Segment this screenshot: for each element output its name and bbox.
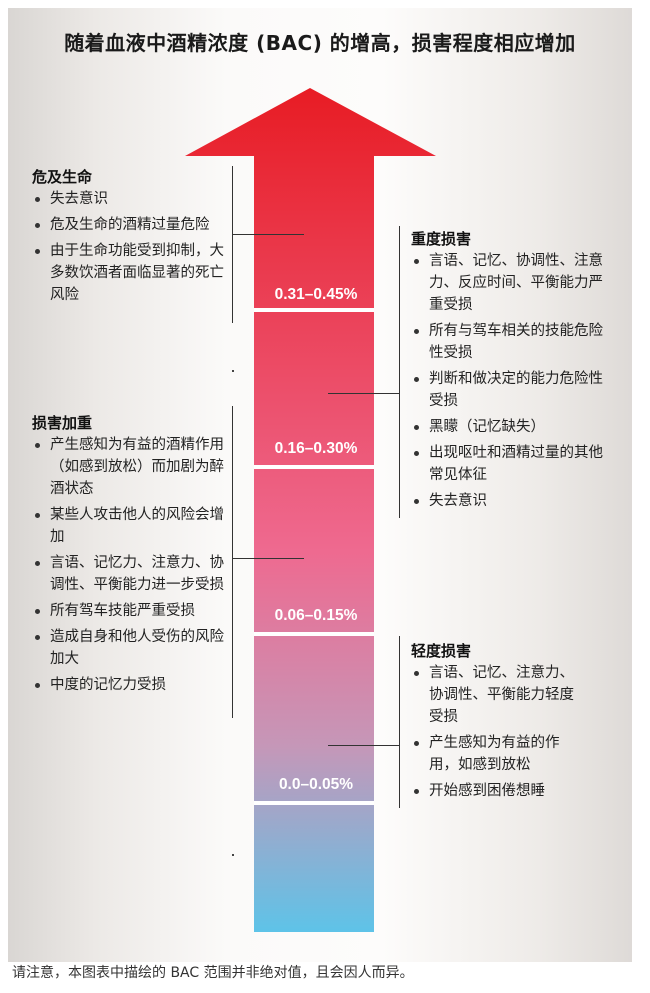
list-item: 由于生命功能受到抑制，大多数饮酒者面临显著的死亡风险 xyxy=(32,240,228,306)
connector-line xyxy=(232,234,304,235)
list-item: 产生感知为有益的作用，如感到放松 xyxy=(411,732,583,776)
list-item: 言语、记忆力、注意力、协调性、平衡能力进一步受损 xyxy=(32,552,228,596)
arrow-shape xyxy=(185,88,436,932)
band-separator xyxy=(254,308,374,312)
list-item: 黑矇（记忆缺失） xyxy=(411,416,603,438)
band-label-0.06-0.15: 0.06–0.15% xyxy=(274,607,358,624)
connector-line xyxy=(328,745,399,746)
band-label-0.0-0.05: 0.0–0.05% xyxy=(278,776,354,793)
list-item: 中度的记忆力受损 xyxy=(32,674,228,696)
group-heading: 重度损害 xyxy=(411,230,472,248)
diagram-panel: 随着血液中酒精浓度 (BAC) 的增高，损害程度相应增加 0.31–0.45% … xyxy=(8,8,632,962)
list-item: 造成自身和他人受伤的风险加大 xyxy=(32,626,228,670)
diagram-title: 随着血液中酒精浓度 (BAC) 的增高，损害程度相应增加 xyxy=(64,31,576,55)
group-list: 言语、记忆、协调性、注意力、反应时间、平衡能力严重受损 所有与驾车相关的技能危险… xyxy=(411,250,603,512)
list-item: 言语、记忆、协调性、注意力、反应时间、平衡能力严重受损 xyxy=(411,250,603,316)
list-item: 某些人攻击他人的风险会增加 xyxy=(32,504,228,548)
list-item: 失去意识 xyxy=(411,490,603,512)
connector-line xyxy=(328,393,399,394)
connector-line xyxy=(232,558,304,559)
list-item: 产生感知为有益的酒精作用（如感到放松）而加剧为醉酒状态 xyxy=(32,434,228,500)
group-list: 产生感知为有益的酒精作用（如感到放松）而加剧为醉酒状态 某些人攻击他人的风险会增… xyxy=(32,434,228,696)
group-life-threatening: 危及生命 失去意识 危及生命的酒精过量危险 由于生命功能受到抑制，大多数饮酒者面… xyxy=(32,166,228,310)
bac-arrow xyxy=(185,88,436,932)
list-item: 失去意识 xyxy=(32,188,228,210)
bracket-line xyxy=(232,166,233,323)
list-item: 危及生命的酒精过量危险 xyxy=(32,214,228,236)
group-heading: 轻度损害 xyxy=(411,642,472,660)
list-item: 所有驾车技能严重受损 xyxy=(32,600,228,622)
group-heading: 损害加重 xyxy=(32,414,93,432)
group-list: 言语、记忆、注意力、协调性、平衡能力轻度受损 产生感知为有益的作用，如感到放松 … xyxy=(411,662,583,802)
list-item: 判断和做决定的能力危险性受损 xyxy=(411,368,603,412)
band-separator xyxy=(254,801,374,805)
list-item: 出现呕吐和酒精过量的其他常见体征 xyxy=(411,442,603,486)
group-increased-impairment: 损害加重 产生感知为有益的酒精作用（如感到放松）而加剧为醉酒状态 某些人攻击他人… xyxy=(32,412,228,700)
group-list: 失去意识 危及生命的酒精过量危险 由于生命功能受到抑制，大多数饮酒者面临显著的死… xyxy=(32,188,228,306)
group-mild-impairment: 轻度损害 言语、记忆、注意力、协调性、平衡能力轻度受损 产生感知为有益的作用，如… xyxy=(411,640,583,806)
list-item: 开始感到困倦想睡 xyxy=(411,780,583,802)
band-separator xyxy=(254,465,374,469)
footnote: 请注意，本图表中描绘的 BAC 范围并非绝对值，且会因人而异。 xyxy=(12,965,414,981)
group-heading: 危及生命 xyxy=(32,168,93,186)
band-label-0.16-0.30: 0.16–0.30% xyxy=(274,440,358,457)
list-item: 言语、记忆、注意力、协调性、平衡能力轻度受损 xyxy=(411,662,583,728)
bracket-line xyxy=(399,226,400,518)
band-label-0.31-0.45: 0.31–0.45% xyxy=(274,286,358,303)
list-item: 所有与驾车相关的技能危险性受损 xyxy=(411,320,603,364)
group-severe-impairment: 重度损害 言语、记忆、协调性、注意力、反应时间、平衡能力严重受损 所有与驾车相关… xyxy=(411,228,603,516)
bracket-line xyxy=(399,636,400,808)
bracket-line xyxy=(232,406,233,718)
tick-mark xyxy=(232,370,234,372)
band-separator xyxy=(254,632,374,636)
tick-mark xyxy=(232,854,234,856)
